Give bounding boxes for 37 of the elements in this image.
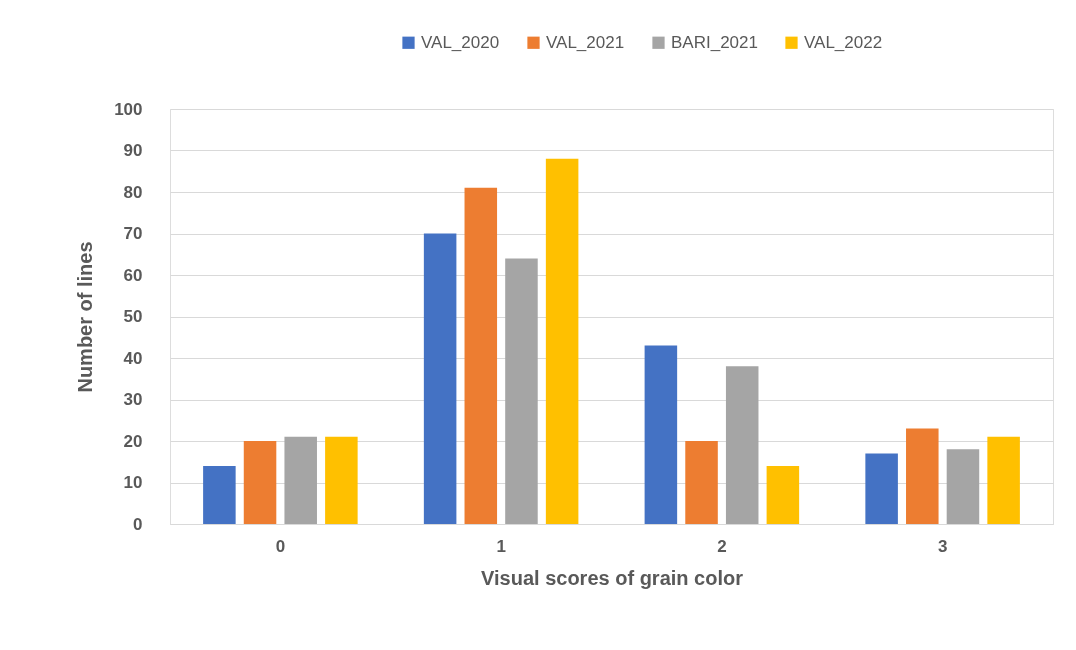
- bar: [725, 366, 759, 524]
- bar: [946, 449, 980, 524]
- bar: [464, 187, 498, 524]
- bar: [865, 453, 898, 524]
- y-axis-title: Number of lines: [74, 241, 97, 393]
- legend-label: VAL_2020: [421, 32, 500, 52]
- y-tick-label: 20: [123, 431, 143, 451]
- x-tick-label: 1: [496, 536, 506, 556]
- bar: [243, 441, 277, 524]
- y-tick-label: 80: [123, 182, 143, 202]
- x-tick-label: 2: [717, 536, 727, 556]
- y-tick-label: 50: [123, 307, 143, 326]
- bar: [766, 465, 800, 524]
- bar: [505, 258, 538, 524]
- y-tick-label: 30: [123, 390, 143, 409]
- x-tick-label: 0: [275, 536, 286, 556]
- x-tick-label: 3: [937, 536, 948, 556]
- bar: [423, 233, 457, 524]
- y-tick-label: 90: [123, 141, 143, 160]
- bar: [284, 436, 317, 524]
- bar: [203, 465, 236, 524]
- bar: [644, 345, 678, 524]
- legend-label: BARI_2021: [671, 32, 758, 52]
- bar: [987, 436, 1020, 524]
- bar: [685, 441, 718, 524]
- y-tick-label: 10: [123, 473, 143, 492]
- bar: [545, 158, 579, 524]
- y-tick-label: 0: [133, 514, 143, 534]
- legend-label: VAL_2022: [804, 32, 883, 52]
- bar: [906, 428, 939, 524]
- x-axis-title: Visual scores of grain color: [481, 566, 744, 589]
- y-tick-label: 100: [114, 99, 143, 119]
- bar: [325, 436, 358, 524]
- y-tick-label: 70: [123, 224, 143, 243]
- legend-label: VAL_2021: [546, 32, 625, 52]
- y-tick-label: 40: [123, 348, 143, 368]
- y-tick-label: 60: [123, 265, 143, 285]
